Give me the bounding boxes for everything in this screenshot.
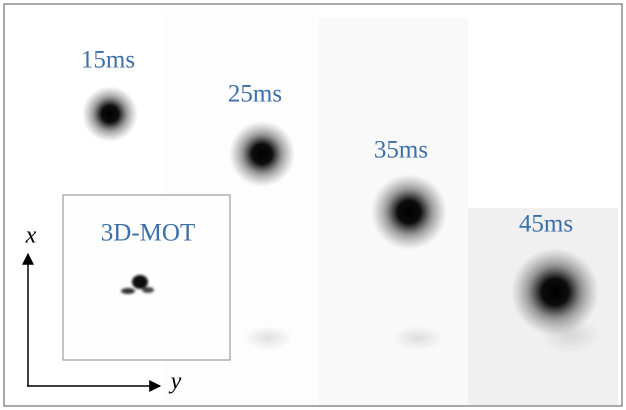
cloud <box>82 86 138 142</box>
residue <box>393 326 443 350</box>
time-label: 15ms <box>81 47 135 74</box>
axis-label: y <box>169 369 182 395</box>
figure: 15ms 25ms 35ms 45ms 3D-MOT x y <box>0 0 626 410</box>
cloud <box>511 248 599 336</box>
residue <box>243 326 293 350</box>
cloud <box>229 121 295 187</box>
axis-label: x <box>25 223 37 249</box>
time-label: 45ms <box>519 211 573 238</box>
inset-label: 3D-MOT <box>101 220 195 247</box>
time-label: 25ms <box>228 81 282 108</box>
cloud <box>371 174 447 250</box>
time-label: 35ms <box>374 137 428 164</box>
